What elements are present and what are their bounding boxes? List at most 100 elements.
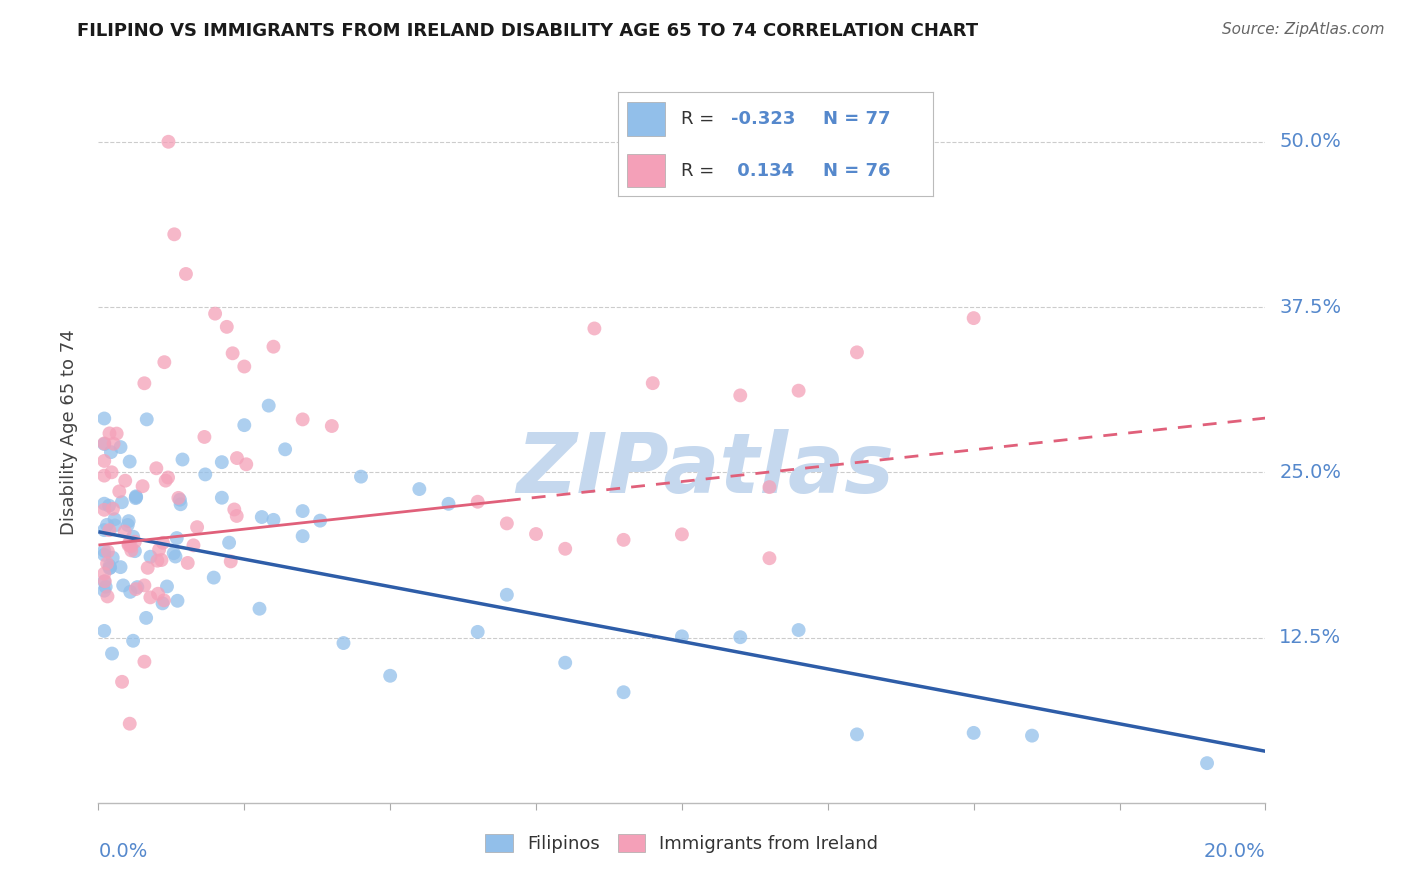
Point bbox=[98, 561, 121, 575]
Point bbox=[150, 553, 173, 567]
Point bbox=[93, 503, 115, 517]
Text: 12.5%: 12.5% bbox=[1279, 628, 1341, 647]
Point bbox=[467, 494, 489, 508]
Point bbox=[202, 571, 225, 585]
Point bbox=[169, 492, 191, 507]
Point bbox=[165, 549, 187, 564]
Point bbox=[96, 590, 118, 604]
Point bbox=[641, 376, 664, 391]
Point bbox=[125, 582, 148, 596]
Point bbox=[467, 624, 489, 639]
Point bbox=[110, 560, 132, 574]
Point bbox=[135, 611, 157, 625]
Point bbox=[193, 430, 215, 444]
Point bbox=[163, 546, 186, 560]
Point bbox=[226, 451, 249, 466]
Point bbox=[120, 585, 142, 599]
Text: 20.0%: 20.0% bbox=[1204, 842, 1265, 861]
Point bbox=[93, 468, 115, 483]
Point bbox=[146, 587, 169, 601]
Point bbox=[114, 474, 136, 488]
Point bbox=[118, 716, 141, 731]
Point bbox=[496, 588, 519, 602]
Point bbox=[153, 593, 176, 607]
Point bbox=[671, 527, 693, 541]
Point bbox=[332, 636, 354, 650]
Point bbox=[94, 580, 117, 594]
Point bbox=[134, 376, 156, 391]
Point bbox=[103, 512, 125, 526]
Point bbox=[120, 540, 142, 554]
Text: Source: ZipAtlas.com: Source: ZipAtlas.com bbox=[1222, 22, 1385, 37]
Point bbox=[135, 412, 157, 426]
Point bbox=[103, 436, 125, 450]
Point bbox=[211, 455, 233, 469]
Point bbox=[218, 535, 240, 549]
Point bbox=[408, 482, 430, 496]
Point bbox=[122, 633, 145, 648]
Point bbox=[157, 135, 180, 149]
Point bbox=[274, 442, 297, 457]
Legend: Filipinos, Immigrants from Ireland: Filipinos, Immigrants from Ireland bbox=[478, 827, 886, 861]
Point bbox=[93, 574, 115, 589]
Point bbox=[105, 426, 128, 441]
Point bbox=[96, 517, 118, 532]
Point bbox=[139, 549, 162, 564]
Point bbox=[93, 497, 115, 511]
Point bbox=[219, 554, 242, 568]
Point bbox=[93, 523, 115, 537]
Point bbox=[127, 580, 149, 594]
Point bbox=[93, 583, 115, 598]
Point bbox=[98, 560, 121, 574]
Point bbox=[172, 452, 194, 467]
Point bbox=[163, 227, 186, 242]
Point bbox=[93, 411, 115, 425]
Point bbox=[98, 426, 121, 441]
Point bbox=[111, 674, 134, 689]
Point bbox=[235, 458, 257, 472]
Point bbox=[101, 550, 124, 565]
Point bbox=[93, 543, 115, 558]
Point bbox=[350, 469, 373, 483]
Point bbox=[380, 669, 402, 683]
Point bbox=[136, 561, 159, 575]
Point bbox=[496, 516, 519, 531]
Point bbox=[131, 479, 153, 493]
Point bbox=[120, 543, 142, 558]
Point bbox=[134, 578, 156, 592]
Point bbox=[93, 436, 115, 450]
Point bbox=[152, 596, 174, 610]
Point bbox=[846, 345, 869, 359]
Point bbox=[730, 388, 752, 402]
Point bbox=[437, 497, 460, 511]
Point bbox=[291, 412, 314, 426]
Point bbox=[758, 480, 780, 494]
Point bbox=[177, 556, 200, 570]
Point bbox=[321, 419, 343, 434]
Point bbox=[671, 629, 693, 643]
Point bbox=[125, 490, 148, 504]
Point bbox=[262, 340, 284, 354]
Point bbox=[612, 685, 634, 699]
Point bbox=[93, 437, 115, 451]
Point bbox=[100, 465, 122, 479]
Point bbox=[554, 541, 576, 556]
Point bbox=[167, 491, 190, 505]
Point bbox=[93, 624, 115, 638]
Point bbox=[146, 554, 169, 568]
Point bbox=[96, 557, 118, 571]
Point bbox=[155, 474, 177, 488]
Point bbox=[125, 489, 148, 503]
Point bbox=[117, 514, 139, 528]
Point bbox=[291, 529, 314, 543]
Point bbox=[153, 355, 176, 369]
Point bbox=[1195, 756, 1218, 771]
Point bbox=[166, 594, 188, 608]
Point bbox=[152, 536, 174, 550]
Point bbox=[118, 537, 141, 551]
Point bbox=[257, 399, 280, 413]
Text: 0.0%: 0.0% bbox=[98, 842, 148, 861]
Point bbox=[169, 497, 191, 511]
Point bbox=[183, 538, 205, 552]
Point bbox=[145, 461, 167, 475]
